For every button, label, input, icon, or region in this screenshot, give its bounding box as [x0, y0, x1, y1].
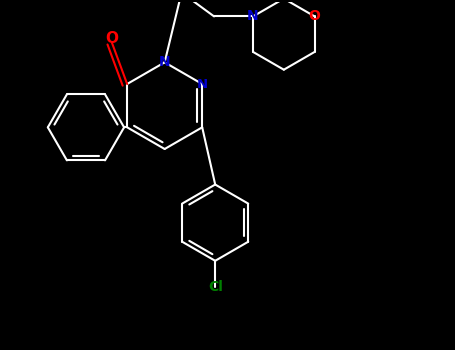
Text: O: O — [106, 31, 118, 46]
Text: Cl: Cl — [208, 280, 222, 294]
Text: O: O — [308, 9, 320, 23]
Text: N: N — [159, 55, 171, 69]
Text: N: N — [197, 77, 208, 91]
Text: N: N — [247, 9, 259, 23]
